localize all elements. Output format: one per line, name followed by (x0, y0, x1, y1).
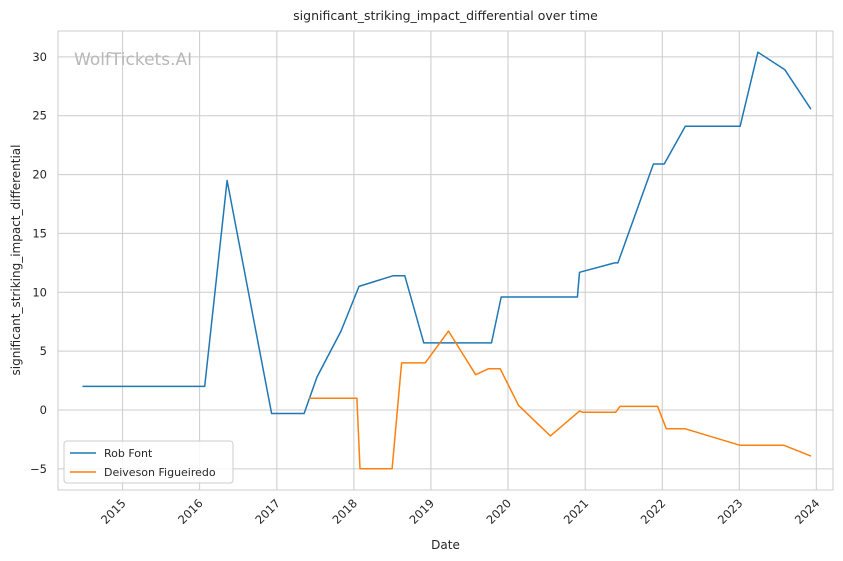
watermark: WolfTickets.AI (74, 50, 192, 70)
y-tick-label: 5 (40, 344, 47, 358)
legend: Rob Font Deiveson Figueiredo (63, 440, 234, 484)
series-layer (82, 51, 812, 470)
y-tick-label: 0 (40, 403, 47, 417)
x-axis-title: Date (431, 538, 460, 552)
y-tick-label: 25 (32, 109, 47, 123)
grid (58, 31, 833, 490)
legend-label: Rob Font (104, 447, 153, 460)
y-axis-ticks: −5 0 5 10 15 20 25 30 (30, 50, 47, 476)
y-axis-title: significant_striking_impact_differential (9, 145, 23, 376)
plot-background (58, 31, 833, 490)
y-tick-label: 20 (32, 168, 47, 182)
y-tick-label: 15 (32, 226, 47, 240)
series-line-1 (308, 330, 812, 470)
y-tick-label: 30 (32, 50, 47, 64)
y-tick-label: −5 (30, 462, 47, 476)
chart-title: significant_striking_impact_differential… (293, 8, 598, 23)
series-line-0 (82, 51, 812, 415)
y-tick-label: 10 (32, 285, 47, 299)
legend-box (63, 440, 234, 484)
legend-label: Deiveson Figueiredo (104, 466, 216, 479)
plot-area: WolfTickets.AI (57, 30, 834, 491)
plot-frame (57, 30, 834, 491)
